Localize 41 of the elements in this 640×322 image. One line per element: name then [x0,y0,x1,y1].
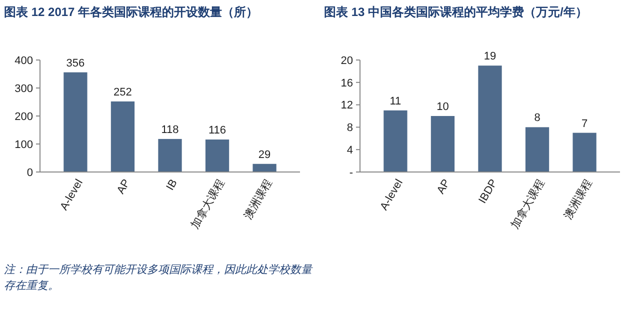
bar [252,164,276,172]
bar [430,116,455,172]
bar [478,66,502,172]
y-tick-label: 300 [14,82,33,95]
data-label: 116 [208,124,226,137]
x-tick-label: IB [164,177,180,192]
data-label: 118 [161,124,179,136]
chart-title: 图表 13 中国各类国际课程的平均学费（万元/年） [324,5,588,19]
data-label: 7 [581,118,588,130]
x-tick-label: 澳洲课程 [561,176,594,222]
y-tick-label: 400 [14,54,33,67]
y-tick-label: 4 [346,144,353,156]
text: 注：由于一所学校有可能开设多项国际课程，因此此处学校数量存在重复。 [4,262,314,294]
data-label: 10 [436,101,449,113]
y-tick-label: 16 [340,77,353,90]
data-label: 252 [114,86,132,98]
y-tick-label: 20 [340,54,353,67]
bar [110,101,135,172]
bar [158,138,182,172]
y-tick-label: 8 [346,122,353,134]
bar [525,127,550,172]
chart-title: 图表 12 2017 年各类国际课程的开设数量（所） [4,5,258,19]
bar [64,72,88,172]
x-tick-label: AP [434,177,453,196]
data-label: 19 [484,50,496,63]
bar [205,140,230,172]
y-tick-label: 200 [14,110,33,123]
y-tick-label: 12 [340,100,353,112]
data-label: 8 [534,112,540,124]
bar [572,132,596,172]
bar [384,110,408,172]
y-tick-label: 0 [26,166,33,179]
y-tick-label: 100 [14,138,33,151]
x-tick-label: 澳洲课程 [241,176,274,222]
x-tick-label: 加拿大课程 [508,176,548,232]
x-tick-label: AP [114,177,133,196]
data-label: 356 [66,57,85,70]
x-tick-label: 加拿大课程 [188,176,228,232]
data-label: 29 [258,148,271,161]
y-tick-label: - [349,166,354,179]
data-label: 11 [390,95,402,108]
